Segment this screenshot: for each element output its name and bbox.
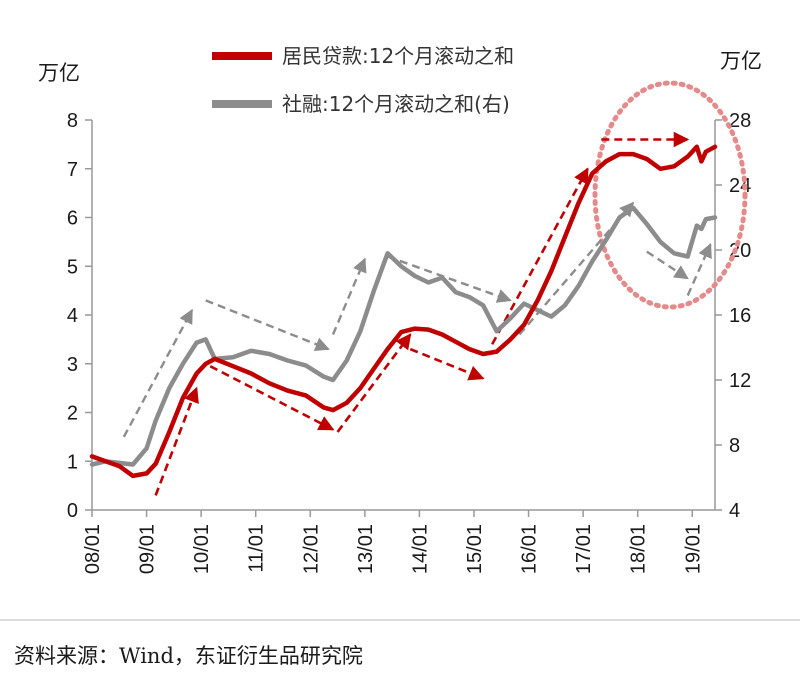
gray-trend-arrow (122, 308, 194, 438)
right-tick-label: 4 (729, 500, 740, 522)
left-tick-label: 7 (67, 159, 78, 181)
series-line-loans (89, 144, 718, 479)
left-tick-label: 5 (67, 256, 78, 278)
x-tick-label: 17/01 (573, 524, 595, 574)
left-tick-label: 4 (67, 305, 78, 327)
legend: 居民贷款:12个月滚动之和 社融:12个月滚动之和(右) (212, 44, 514, 116)
left-tick-label: 3 (67, 354, 78, 376)
legend-label-loans: 居民贷款:12个月滚动之和 (282, 44, 514, 68)
x-tick-label: 10/01 (191, 524, 213, 574)
right-tick-label: 12 (729, 370, 751, 392)
left-tick-label: 6 (67, 208, 78, 230)
x-tick-label: 08/01 (82, 524, 104, 574)
x-tick-label: 18/01 (628, 524, 650, 574)
red-trend-arrow (209, 365, 335, 431)
x-tick-label: 13/01 (355, 524, 377, 574)
x-tick-label: 14/01 (409, 524, 431, 574)
gray-trend-arrow (686, 242, 712, 296)
red-trend-arrow (154, 386, 199, 496)
x-tick-label: 09/01 (137, 524, 159, 574)
trend-arrows (122, 131, 712, 496)
red-trend-arrow (336, 333, 412, 433)
highlight-ellipse (592, 80, 748, 310)
left-tick-label: 0 (67, 500, 78, 522)
x-tick-label: 19/01 (682, 524, 704, 574)
right-axis-unit: 万亿 (720, 49, 762, 73)
source-note: 资料来源：Wind，东证衍生品研究院 (14, 644, 363, 668)
left-axis-ticks: 0 1 2 3 4 5 6 7 8 (67, 110, 92, 522)
right-tick-label: 8 (729, 435, 740, 457)
right-tick-label: 28 (729, 110, 751, 132)
red-trend-arrow (409, 347, 485, 381)
gray-trend-arrow (646, 250, 689, 280)
red-trend-arrow (491, 167, 589, 345)
gray-trend-arrow (331, 257, 367, 335)
right-tick-label: 16 (729, 305, 751, 327)
gray-trend-arrow (387, 255, 512, 303)
left-axis-unit: 万亿 (38, 61, 80, 85)
series-line-tsf (89, 205, 718, 467)
legend-label-tsf: 社融:12个月滚动之和(右) (282, 92, 510, 116)
left-tick-label: 1 (67, 451, 78, 473)
x-axis-ticks: 08/01 09/01 10/01 11/01 12/01 13/01 14/01 15/01… (82, 510, 704, 574)
x-tick-label: 16/01 (519, 524, 541, 574)
x-tick-label: 15/01 (464, 524, 486, 574)
left-tick-label: 8 (67, 110, 78, 132)
series-layer (89, 144, 718, 479)
right-tick-label: 24 (729, 175, 751, 197)
gray-trend-arrow (205, 299, 330, 352)
x-tick-label: 12/01 (300, 524, 322, 574)
left-tick-label: 2 (67, 403, 78, 425)
x-tick-label: 11/01 (246, 524, 268, 573)
